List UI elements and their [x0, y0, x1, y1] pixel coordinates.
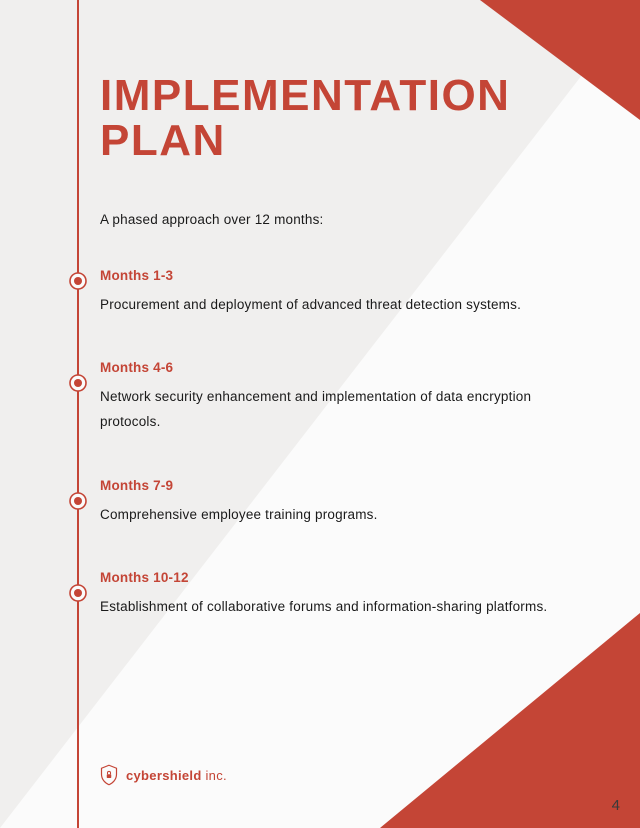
footer-brand-rest: inc. [202, 768, 227, 783]
intro-text: A phased approach over 12 months: [100, 212, 580, 227]
phase-4: Months 10-12 Establishment of collaborati… [100, 570, 570, 620]
footer-brand-bold: cybershield [126, 768, 202, 783]
phase-label: Months 7-9 [100, 478, 570, 493]
timeline-bullet-icon [69, 492, 87, 510]
page-title: IMPLEMENTATION PLAN [100, 74, 580, 164]
phase-2: Months 4-6 Network security enhancement a… [100, 360, 570, 435]
timeline-bullet-icon [69, 374, 87, 392]
phase-body: Procurement and deployment of advanced t… [100, 293, 570, 318]
timeline-bullet-icon [69, 584, 87, 602]
phase-label: Months 4-6 [100, 360, 570, 375]
corner-triangle-bottom [380, 613, 640, 828]
phase-body: Network security enhancement and impleme… [100, 385, 570, 435]
shield-icon [100, 764, 118, 786]
phase-label: Months 1-3 [100, 268, 570, 283]
page-number: 4 [612, 797, 620, 814]
phase-3: Months 7-9 Comprehensive employee trainin… [100, 478, 570, 528]
footer-brand: cybershield inc. [100, 764, 227, 786]
timeline-vertical-line [77, 0, 79, 828]
phase-body: Comprehensive employee training programs… [100, 503, 570, 528]
footer-brand-text: cybershield inc. [126, 768, 227, 783]
timeline-bullet-icon [69, 272, 87, 290]
phase-1: Months 1-3 Procurement and deployment of … [100, 268, 570, 318]
phase-label: Months 10-12 [100, 570, 570, 585]
phase-body: Establishment of collaborative forums an… [100, 595, 570, 620]
